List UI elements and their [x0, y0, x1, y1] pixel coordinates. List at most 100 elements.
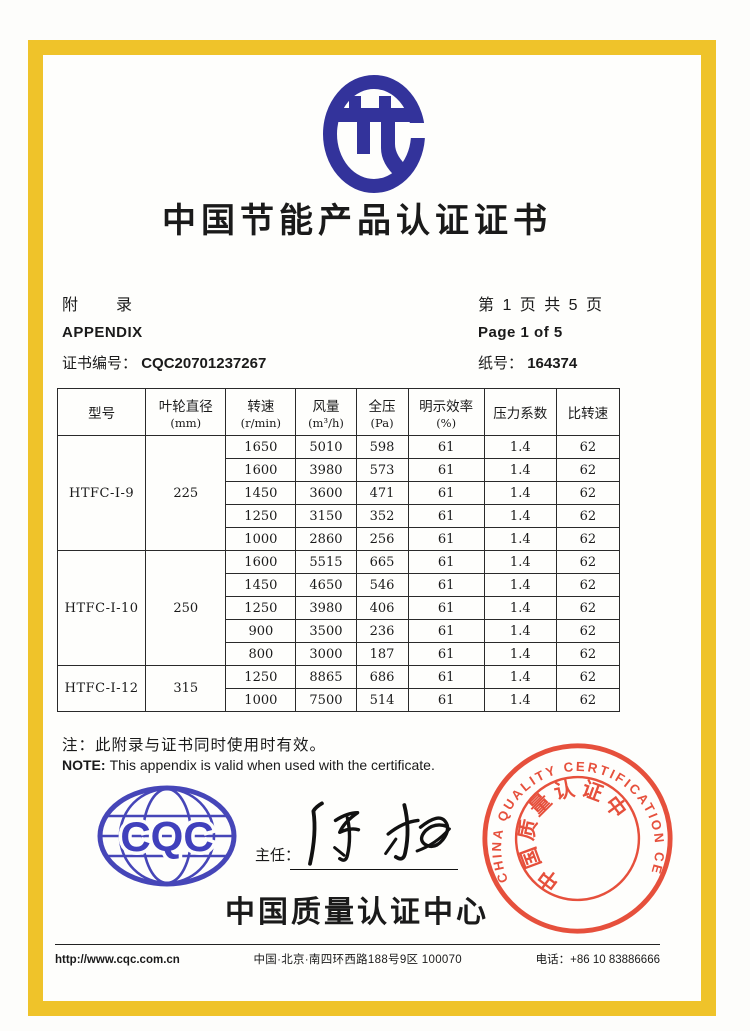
value-cell: 61 — [407, 504, 485, 528]
table-row: 1600 3980 573 61 1.4 62 — [58, 458, 621, 482]
page-number-en: Page 1 of 5 — [478, 324, 563, 341]
value-cell: 1.4 — [483, 688, 557, 712]
value-cell: 187 — [355, 642, 409, 666]
appendix-block-right: 第 1 页 共 5 页 Page 1 of 5 纸号： 164374 — [478, 291, 604, 373]
value-cell: 1650 — [225, 435, 297, 459]
value-cell: 62 — [555, 573, 621, 597]
value-cell: 665 — [355, 550, 409, 574]
value-cell: 1.4 — [483, 665, 557, 689]
value-cell: 62 — [555, 458, 621, 482]
table-row: 800 3000 187 61 1.4 62 — [58, 642, 621, 666]
value-cell: 61 — [407, 481, 485, 505]
value-cell: 62 — [555, 619, 621, 643]
note-en-label: NOTE: — [62, 757, 106, 773]
value-cell: 5010 — [295, 435, 357, 459]
value-cell: 1.4 — [483, 550, 557, 574]
value-cell: 3500 — [295, 619, 357, 643]
column-header: 风量 (m³/h) — [295, 388, 357, 436]
footer-divider — [55, 944, 660, 945]
value-cell: 62 — [555, 481, 621, 505]
value-cell: 471 — [355, 481, 409, 505]
value-cell: 1000 — [225, 527, 297, 551]
value-cell: 3600 — [295, 481, 357, 505]
value-cell: 61 — [407, 688, 485, 712]
value-cell: 573 — [355, 458, 409, 482]
value-cell: 406 — [355, 596, 409, 620]
value-cell: 4650 — [295, 573, 357, 597]
column-header: 型号 — [56, 388, 147, 436]
value-cell: 61 — [407, 435, 485, 459]
value-cell: 236 — [355, 619, 409, 643]
value-cell: 1250 — [225, 665, 297, 689]
value-cell: 514 — [355, 688, 409, 712]
value-cell: 686 — [355, 665, 409, 689]
column-header: 全压 (Pa) — [355, 388, 409, 436]
certificate-number-value: CQC20701237267 — [141, 355, 267, 372]
table-row: 1250 3150 352 61 1.4 62 — [58, 504, 621, 528]
note-cn: 注：此附录与证书同时使用时有效。 — [62, 737, 327, 754]
certificate-number-label: 证书编号： — [62, 355, 138, 372]
value-cell: 1.4 — [483, 481, 557, 505]
certificate-number-line: 证书编号： CQC20701237267 — [62, 352, 266, 373]
value-cell: 1.4 — [483, 458, 557, 482]
table-row: 1450 4650 546 61 1.4 62 — [58, 573, 621, 597]
value-cell: 62 — [555, 665, 621, 689]
diameter-cell: 250 — [145, 550, 227, 666]
value-cell: 352 — [355, 504, 409, 528]
value-cell: 256 — [355, 527, 409, 551]
value-cell: 1450 — [225, 573, 297, 597]
stamp-ring-text: CHINA QUALITY CERTIFICATION CENTRE — [473, 734, 669, 890]
value-cell: 2860 — [295, 527, 357, 551]
table-row: HTFC-I-12 315 1250 8865 686 61 1.4 62 — [56, 665, 621, 712]
value-cell: 1.4 — [483, 435, 557, 459]
value-cell: 1600 — [225, 550, 297, 574]
value-cell: 1.4 — [483, 527, 557, 551]
issuer-name: 中国质量认证中心 — [225, 896, 489, 929]
value-cell: 61 — [407, 596, 485, 620]
table-row: 1450 3600 471 61 1.4 62 — [58, 481, 621, 505]
value-cell: 62 — [555, 596, 621, 620]
energy-saving-jie-logo-icon — [323, 75, 433, 193]
performance-table-header: 型号 叶轮直径 (mm) 转速 (r/min) 风量 (m³/h) 全压 (Pa) 明示效率 (%)… — [56, 388, 621, 436]
value-cell: 61 — [407, 642, 485, 666]
performance-table: 型号 叶轮直径 (mm) 转速 (r/min) 风量 (m³/h) 全压 (Pa) 明示效率 (%)… — [56, 388, 621, 712]
value-cell: 62 — [555, 504, 621, 528]
value-cell: 62 — [555, 527, 621, 551]
value-cell: 1.4 — [483, 619, 557, 643]
cqc-globe-logo-icon: CQC — [97, 785, 237, 887]
value-cell: 62 — [555, 642, 621, 666]
value-cell: 61 — [407, 458, 485, 482]
value-cell: 61 — [407, 619, 485, 643]
column-header: 压力系数 — [483, 388, 557, 436]
value-cell: 1600 — [225, 458, 297, 482]
performance-table-body: HTFC-I-9 225 1650 5010 598 61 1.4 62 1600 3980 573… — [56, 435, 621, 712]
diameter-cell: 315 — [145, 665, 227, 712]
model-cell: HTFC-I-12 — [56, 665, 147, 712]
table-row: 1250 3980 406 61 1.4 62 — [58, 596, 621, 620]
column-header: 叶轮直径 (mm) — [145, 388, 227, 436]
value-cell: 8865 — [295, 665, 357, 689]
note-en-text: This appendix is valid when used with th… — [109, 757, 435, 773]
svg-text:CHINA QUALITY CERTIFICATION: CHINA QUALITY CERTIFICATION CENTRE — [473, 734, 669, 890]
director-signature — [308, 801, 451, 866]
value-cell: 62 — [555, 688, 621, 712]
paper-number-value: 164374 — [527, 355, 578, 372]
value-cell: 1.4 — [483, 573, 557, 597]
value-cell: 61 — [407, 550, 485, 574]
value-cell: 546 — [355, 573, 409, 597]
value-cell: 5515 — [295, 550, 357, 574]
value-cell: 1.4 — [483, 642, 557, 666]
footer-address: 中国·北京·南四环西路188号9区 100070 — [253, 954, 462, 966]
value-cell: 3980 — [295, 458, 357, 482]
value-cell: 1000 — [225, 688, 297, 712]
value-cell: 900 — [225, 619, 297, 643]
diameter-cell: 225 — [145, 435, 227, 551]
signature-underline — [290, 869, 458, 870]
table-row: HTFC-I-9 225 1650 5010 598 61 1.4 62 — [56, 435, 621, 551]
header-row: 型号 叶轮直径 (mm) 转速 (r/min) 风量 (m³/h) 全压 (Pa) 明示效率 (%)… — [56, 388, 621, 436]
table-row: 1000 2860 256 61 1.4 62 — [58, 527, 621, 551]
value-cell: 1250 — [225, 504, 297, 528]
appendix-label-cn: 附 录 — [62, 297, 135, 314]
value-cell: 62 — [555, 550, 621, 574]
